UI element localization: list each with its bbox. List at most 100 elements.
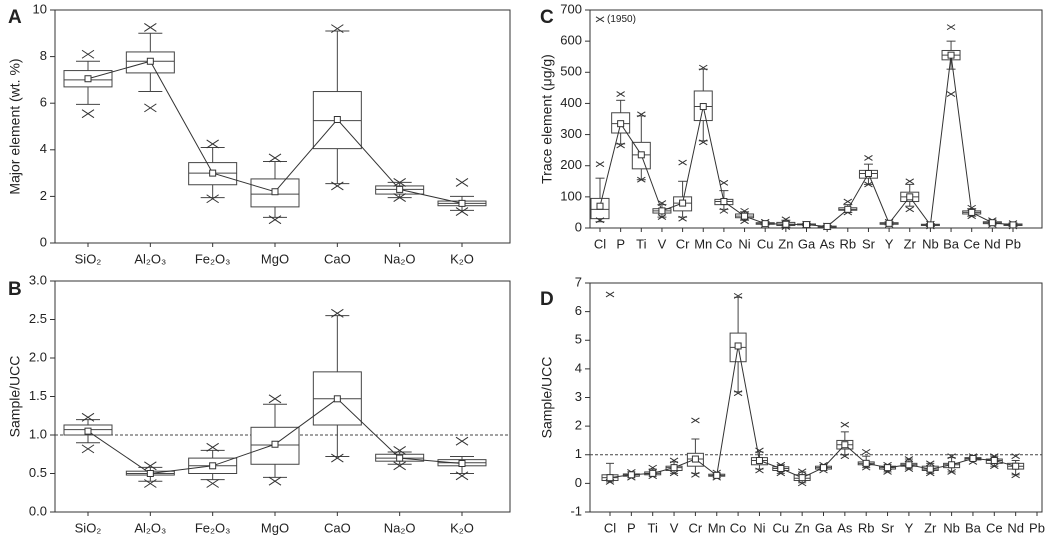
mean-marker [926, 221, 934, 229]
x-tick-label: Zr [924, 520, 937, 535]
x-tick-label: MgO [261, 520, 289, 535]
mean-marker [948, 461, 956, 469]
panel-letter: A [8, 7, 22, 28]
mean-marker [670, 464, 678, 472]
extreme-marker [840, 421, 850, 428]
extreme-marker [719, 207, 729, 214]
mean-marker [820, 464, 827, 472]
x-tick-label: Nd [984, 236, 1001, 251]
x-tick-label: Zn [778, 236, 793, 251]
x-tick-label: Ga [798, 236, 816, 251]
mean-marker [968, 208, 976, 216]
mean-marker [862, 459, 870, 467]
mean-marker [803, 221, 810, 229]
mean-marker [1012, 462, 1020, 470]
extreme-marker [268, 476, 282, 486]
extreme-marker [669, 470, 679, 477]
x-tick-label: V [658, 236, 667, 251]
extreme-marker [861, 448, 871, 455]
extreme-marker [740, 207, 749, 214]
extreme-marker [947, 469, 956, 475]
y-tick-label: 300 [560, 126, 582, 141]
extreme-marker [946, 91, 956, 98]
mean-marker [84, 75, 92, 83]
mean-marker [798, 474, 806, 482]
x-tick-label: Ti [648, 520, 658, 535]
mean-marker [209, 169, 217, 177]
y-tick-label: 7 [575, 274, 582, 289]
y-tick-label: 2 [40, 188, 47, 203]
x-tick-label: Cu [772, 520, 789, 535]
x-tick-label: Mn [694, 236, 712, 251]
y-tick-label: 500 [560, 64, 582, 79]
extreme-marker [144, 103, 157, 113]
extreme-marker [206, 442, 219, 452]
extreme-marker [206, 479, 219, 488]
y-tick-label: 2.5 [29, 311, 47, 326]
extreme-marker [648, 464, 657, 471]
extreme-marker [1011, 472, 1020, 479]
x-tick-label: Mn [708, 520, 726, 535]
x-tick-label: Na₂O [384, 520, 416, 535]
y-tick-label: 6 [40, 95, 47, 110]
x-tick-label: Co [730, 520, 747, 535]
panel-letter: C [540, 7, 554, 28]
extreme-marker [698, 139, 708, 146]
x-tick-label: Cu [757, 236, 774, 251]
x-tick-label: K₂O [450, 251, 474, 266]
x-tick-label: Ni [753, 520, 765, 535]
mean-marker [637, 151, 645, 159]
mean-marker [990, 456, 998, 464]
y-tick-label: 10 [33, 1, 47, 16]
extreme-marker [616, 142, 625, 149]
x-tick-label: As [837, 520, 853, 535]
extreme-marker [81, 49, 95, 59]
y-tick-label: 0 [40, 234, 47, 249]
plot-frame [589, 282, 1043, 513]
mean-marker [713, 471, 721, 479]
mean-marker [271, 188, 279, 196]
x-tick-label: Ba [943, 236, 960, 251]
extreme-marker [455, 471, 469, 481]
extreme-marker [797, 468, 807, 475]
mean-marker [458, 459, 466, 467]
extreme-marker [144, 23, 157, 32]
extreme-marker [455, 207, 469, 216]
mean-marker [396, 454, 404, 462]
y-tick-label: 1 [575, 446, 582, 461]
mean-marker [691, 455, 699, 463]
extreme-marker [678, 159, 687, 166]
y-axis-title: Trace element (μg/g) [539, 54, 555, 184]
extreme-marker [268, 153, 282, 163]
x-tick-label: Cl [604, 520, 616, 535]
y-axis-title: Sample/UCC [539, 357, 555, 439]
mean-marker [988, 219, 996, 227]
mean-marker [720, 198, 728, 206]
y-tick-label: 3.0 [29, 272, 47, 287]
extreme-marker [595, 161, 605, 168]
mean-marker [333, 116, 341, 124]
x-tick-label: Al₂O₃ [134, 251, 166, 266]
x-tick-label: CaO [324, 251, 351, 266]
extreme-marker [206, 139, 219, 149]
x-tick-label: Rb [839, 236, 856, 251]
y-axis-title: Major element (wt. %) [7, 58, 23, 194]
extreme-marker [393, 461, 406, 471]
mean-marker [1009, 221, 1017, 229]
extreme-marker [733, 292, 743, 299]
extreme-marker [755, 467, 764, 474]
annotation: (1950) [607, 14, 636, 25]
x-tick-label: SiO₂ [75, 251, 102, 266]
mean-marker [885, 219, 893, 227]
extreme-marker [144, 461, 157, 471]
mean-marker [969, 454, 977, 462]
extreme-marker [331, 308, 344, 318]
mean-line [599, 55, 1014, 227]
x-tick-label: Ga [815, 520, 833, 535]
extreme-marker [691, 471, 700, 478]
extreme-marker [393, 445, 406, 455]
y-tick-label: 100 [560, 188, 582, 203]
x-tick-label: Cr [676, 236, 690, 251]
extreme-marker [947, 453, 956, 460]
